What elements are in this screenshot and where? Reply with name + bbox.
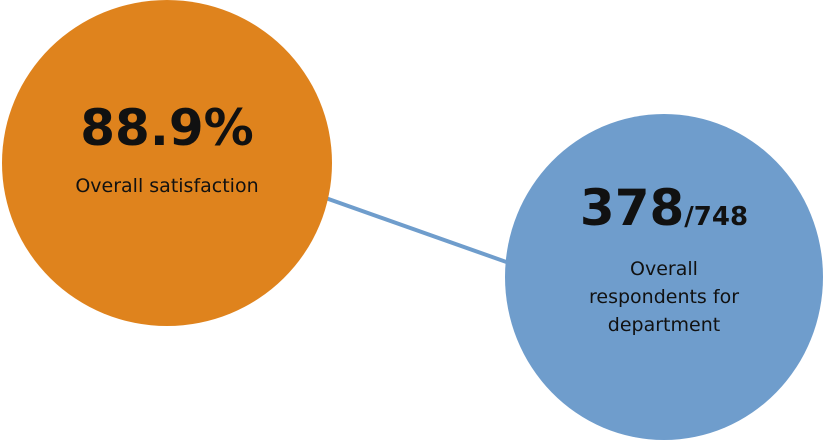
respondents-count: 378 /748 (580, 183, 748, 233)
respondents-total: /748 (684, 202, 749, 232)
satisfaction-circle: 88.9% Overall satisfaction (2, 0, 332, 326)
respondents-value: 378 (579, 179, 685, 237)
connector-segment (319, 194, 513, 266)
respondents-label: Overall respondents for department (588, 258, 739, 336)
respondents-circle: 378 /748 Overall respondents for departm… (505, 114, 823, 440)
satisfaction-value: 88.9% (80, 99, 254, 157)
satisfaction-label: Overall satisfaction (75, 175, 259, 197)
